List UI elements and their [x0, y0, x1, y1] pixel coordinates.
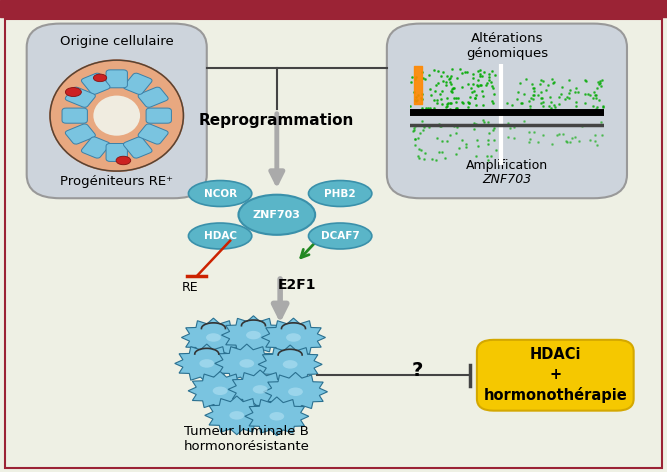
Polygon shape [263, 372, 327, 411]
FancyBboxPatch shape [123, 73, 152, 94]
Ellipse shape [253, 385, 267, 394]
Ellipse shape [188, 180, 251, 207]
FancyBboxPatch shape [138, 87, 168, 107]
Text: HDAC: HDAC [203, 231, 237, 241]
FancyBboxPatch shape [106, 143, 127, 161]
Ellipse shape [308, 180, 372, 207]
Ellipse shape [213, 387, 227, 395]
Text: Origine cellulaire: Origine cellulaire [60, 35, 173, 49]
Text: Amplification: Amplification [466, 159, 548, 172]
Polygon shape [245, 397, 309, 436]
Text: ZNF703: ZNF703 [482, 173, 532, 186]
Ellipse shape [206, 333, 221, 342]
Text: PHB2: PHB2 [324, 188, 356, 199]
Ellipse shape [229, 411, 244, 420]
Text: ZNF703: ZNF703 [253, 210, 301, 220]
Ellipse shape [65, 88, 81, 97]
Polygon shape [228, 370, 292, 409]
Text: ?: ? [411, 361, 423, 380]
Text: RE: RE [182, 281, 198, 295]
Ellipse shape [199, 359, 214, 368]
FancyBboxPatch shape [138, 124, 168, 144]
Ellipse shape [239, 359, 254, 368]
Ellipse shape [239, 194, 315, 235]
FancyBboxPatch shape [477, 340, 634, 411]
Ellipse shape [269, 412, 284, 421]
Polygon shape [221, 316, 285, 354]
Ellipse shape [50, 60, 183, 171]
Text: HDACi
+
hormonothérapie: HDACi + hormonothérapie [484, 347, 627, 403]
Text: Reprogrammation: Reprogrammation [199, 113, 354, 128]
Ellipse shape [116, 156, 131, 165]
Text: DCAF7: DCAF7 [321, 231, 360, 241]
FancyBboxPatch shape [27, 24, 207, 198]
Polygon shape [258, 345, 322, 384]
FancyBboxPatch shape [123, 137, 152, 158]
Ellipse shape [93, 74, 107, 82]
Ellipse shape [188, 223, 251, 249]
Bar [0, 0, 667, 17]
Ellipse shape [283, 360, 297, 369]
Polygon shape [188, 371, 252, 410]
FancyBboxPatch shape [62, 108, 87, 123]
Polygon shape [215, 344, 279, 383]
Polygon shape [261, 318, 325, 357]
Polygon shape [181, 318, 245, 357]
Polygon shape [175, 344, 239, 383]
Text: NCOR: NCOR [203, 188, 237, 199]
Ellipse shape [286, 333, 301, 342]
Ellipse shape [93, 96, 140, 136]
Ellipse shape [246, 331, 261, 339]
FancyBboxPatch shape [65, 124, 95, 144]
FancyBboxPatch shape [387, 24, 627, 198]
Ellipse shape [308, 223, 372, 249]
FancyBboxPatch shape [146, 108, 171, 123]
FancyBboxPatch shape [65, 87, 95, 107]
Polygon shape [205, 396, 269, 435]
FancyBboxPatch shape [81, 73, 110, 94]
Text: E2F1: E2F1 [277, 278, 316, 293]
Text: Progéniteurs RE⁺: Progéniteurs RE⁺ [60, 175, 173, 188]
Ellipse shape [288, 388, 303, 396]
FancyBboxPatch shape [81, 137, 110, 158]
Text: Altérations
génomiques: Altérations génomiques [466, 32, 548, 60]
Text: Tumeur luminale B
hormonorésistante: Tumeur luminale B hormonorésistante [184, 425, 309, 453]
FancyBboxPatch shape [106, 70, 127, 88]
